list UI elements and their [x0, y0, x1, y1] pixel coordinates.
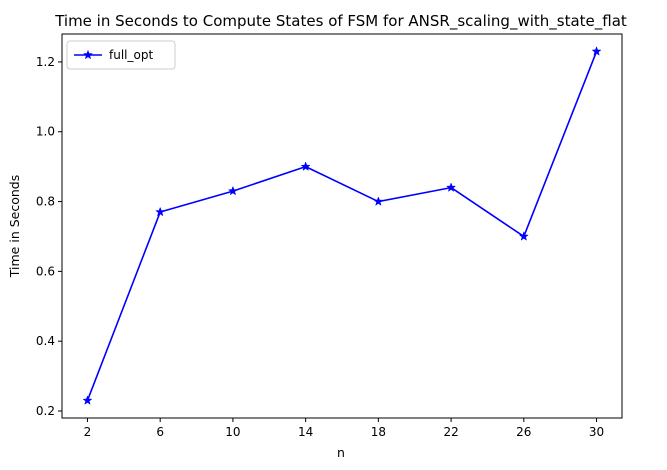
y-tick-label: 0.4 [36, 334, 55, 348]
legend-marker-full-opt [82, 49, 94, 60]
legend-label-full-opt: full_opt [109, 48, 153, 62]
y-tick-label: 1.2 [36, 55, 55, 69]
legend-box [66, 40, 176, 70]
data-point [373, 196, 384, 206]
y-tick-label: 0.6 [36, 264, 55, 278]
legend: full_opt [66, 40, 176, 70]
data-point [591, 46, 602, 56]
data-point [446, 182, 457, 192]
x-axis-ticks: 2 6 10 14 18 22 26 30 [84, 418, 604, 439]
x-tick-label: 26 [516, 425, 531, 439]
y-axis-ticks: 0.2 0.4 0.6 0.8 1.0 1.2 [36, 55, 62, 418]
chart-title: Time in Seconds to Compute States of FSM… [54, 12, 627, 31]
y-tick-label: 1.0 [36, 125, 55, 139]
series-layer [82, 46, 602, 405]
x-tick-label: 14 [298, 425, 313, 439]
series-line-full-opt [86, 51, 598, 401]
data-point [300, 161, 311, 171]
data-point [518, 231, 529, 241]
data-point [227, 185, 238, 196]
x-tick-label: 2 [84, 425, 92, 439]
x-tick-label: 22 [443, 425, 458, 439]
x-tick-label: 18 [371, 425, 386, 439]
y-axis-label: Time in Seconds [7, 175, 22, 278]
y-tick-label: 0.2 [36, 404, 55, 418]
data-point [82, 395, 93, 405]
y-tick-label: 0.8 [36, 195, 55, 209]
data-point [155, 206, 166, 217]
plot-area [61, 33, 623, 419]
x-tick-label: 30 [589, 425, 604, 439]
x-tick-label: 6 [156, 425, 164, 439]
x-axis-label: n [337, 445, 345, 460]
x-tick-label: 10 [225, 425, 240, 439]
